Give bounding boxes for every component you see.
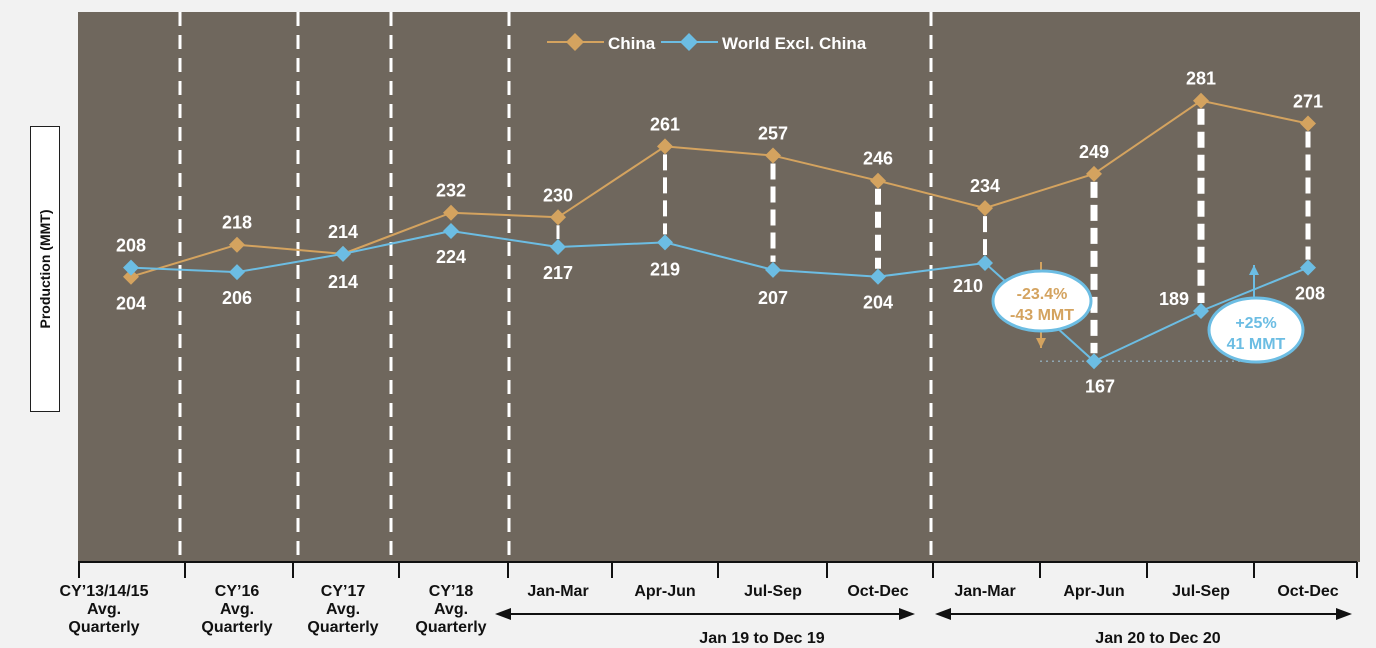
drop-annotation-amount: -43 MMT — [1010, 307, 1074, 324]
recovery-annotation-percent: +25% — [1235, 315, 1276, 332]
world-data-label-9: 167 — [1085, 376, 1115, 396]
x-tick-label-8-0: Jan-Mar — [954, 583, 1015, 600]
recovery-annotation-bubble — [1207, 296, 1305, 364]
china-data-label-9: 249 — [1079, 142, 1109, 162]
x-tick-label-6-0: Jul-Sep — [744, 583, 802, 600]
china-data-label-11: 271 — [1293, 92, 1323, 112]
x-tick-label-2-1: Avg. — [326, 601, 360, 618]
x-tick-label-2-2: Quarterly — [307, 619, 378, 636]
data-point-0-5 — [657, 138, 673, 155]
x-tick-label-5-0: Apr-Jun — [634, 583, 695, 600]
period-arrow-2020-head-left — [935, 608, 951, 620]
x-tick-label-0-2: Quarterly — [68, 619, 139, 636]
data-point-1-3 — [443, 222, 459, 239]
series-line-1 — [130, 229, 1309, 363]
data-point-0-6 — [765, 147, 781, 164]
legend-marker-world — [680, 33, 698, 51]
period-arrow-2019-head-right — [899, 608, 915, 620]
drop-annotation-percent: -23.4% — [1017, 286, 1068, 303]
world-data-label-5: 219 — [650, 259, 680, 279]
data-point-1-9 — [1086, 353, 1102, 370]
china-data-label-0: 204 — [116, 294, 146, 314]
world-data-label-3: 224 — [436, 247, 466, 267]
data-point-1-10 — [1193, 303, 1209, 320]
china-data-label-3: 232 — [436, 181, 466, 201]
x-tick-label-1-2: Quarterly — [201, 619, 272, 636]
china-data-label-10: 281 — [1186, 69, 1216, 89]
china-data-label-2: 214 — [328, 222, 358, 242]
china-data-label-8: 234 — [970, 176, 1000, 196]
legend-label-world: World Excl. China — [722, 34, 867, 53]
x-tick-label-7-0: Oct-Dec — [847, 583, 908, 600]
x-tick-label-0-1: Avg. — [87, 601, 121, 618]
world-data-label-7: 204 — [863, 293, 893, 313]
world-data-label-10: 189 — [1159, 289, 1189, 309]
period-label-2020: Jan 20 to Dec 20 — [1095, 630, 1221, 647]
period-arrow-2020-head-right — [1336, 608, 1352, 620]
data-point-1-11 — [1300, 259, 1316, 276]
x-tick-label-0-0: CY’13/14/15 — [60, 583, 149, 600]
data-point-0-3 — [443, 204, 459, 221]
x-tick-label-10-0: Jul-Sep — [1172, 583, 1230, 600]
x-tick-label-3-1: Avg. — [434, 601, 468, 618]
china-data-label-6: 257 — [758, 124, 788, 144]
data-point-0-0 — [123, 268, 139, 285]
data-point-0-10 — [1193, 92, 1209, 109]
data-point-1-6 — [765, 261, 781, 278]
x-tick-label-11-0: Oct-Dec — [1277, 583, 1338, 600]
data-point-1-1 — [229, 264, 245, 281]
x-tick-label-3-0: CY’18 — [429, 583, 474, 600]
data-point-1-2 — [335, 245, 351, 262]
data-point-1-7 — [870, 268, 886, 285]
data-point-0-9 — [1086, 165, 1102, 182]
x-tick-label-1-0: CY’16 — [215, 583, 260, 600]
world-data-label-11: 208 — [1295, 284, 1325, 304]
china-data-label-1: 218 — [222, 213, 252, 233]
data-point-0-7 — [870, 172, 886, 189]
data-point-0-1 — [229, 236, 245, 253]
recovery-annotation-amount: 41 MMT — [1227, 336, 1286, 353]
y-axis-label-box — [30, 126, 60, 412]
world-data-label-8: 210 — [953, 276, 983, 296]
data-point-0-11 — [1300, 115, 1316, 132]
drop-arrow-head — [1036, 338, 1046, 348]
world-data-label-2: 214 — [328, 272, 358, 292]
data-point-0-8 — [977, 200, 993, 217]
data-point-1-5 — [657, 234, 673, 251]
world-data-label-6: 207 — [758, 288, 788, 308]
china-data-label-4: 230 — [543, 185, 573, 205]
legend-marker-china — [566, 33, 584, 51]
data-point-0-4 — [550, 209, 566, 226]
china-data-label-7: 246 — [863, 149, 893, 169]
china-data-label-5: 261 — [650, 114, 680, 134]
legend-label-china: China — [608, 34, 656, 53]
data-point-1-8 — [977, 255, 993, 271]
period-label-2019: Jan 19 to Dec 19 — [699, 630, 825, 647]
period-arrow-2019-head-left — [495, 608, 511, 620]
series-line-0 — [130, 99, 1309, 278]
x-tick-label-9-0: Apr-Jun — [1063, 583, 1124, 600]
data-point-1-0 — [123, 259, 139, 276]
x-tick-label-1-1: Avg. — [220, 601, 254, 618]
x-tick-label-3-2: Quarterly — [415, 619, 486, 636]
recovery-arrow-head — [1249, 265, 1259, 275]
legend: China World Excl. China — [547, 33, 867, 53]
data-point-1-4 — [550, 238, 566, 255]
x-tick-label-2-0: CY’17 — [321, 583, 366, 600]
x-tick-label-4-0: Jan-Mar — [527, 583, 588, 600]
world-data-label-1: 206 — [222, 288, 252, 308]
drop-annotation-bubble — [991, 269, 1093, 333]
world-data-label-0: 208 — [116, 236, 146, 256]
world-data-label-4: 217 — [543, 263, 573, 283]
plot-background — [78, 12, 1360, 562]
